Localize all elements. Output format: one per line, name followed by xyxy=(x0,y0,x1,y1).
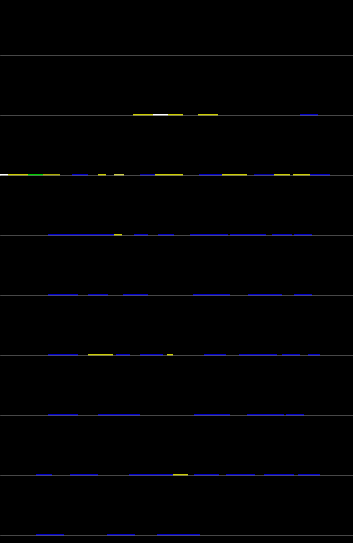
Bar xyxy=(293,174,310,176)
Bar xyxy=(114,234,122,236)
Bar xyxy=(155,174,167,176)
Bar xyxy=(43,174,60,176)
Bar xyxy=(48,234,72,236)
Bar xyxy=(193,294,230,296)
Bar xyxy=(36,534,64,536)
Bar xyxy=(157,534,200,536)
Bar xyxy=(310,174,330,176)
Bar xyxy=(204,354,226,356)
Bar xyxy=(254,174,274,176)
Bar xyxy=(274,174,290,176)
Bar xyxy=(168,114,183,116)
Bar xyxy=(129,474,173,476)
Bar xyxy=(264,474,294,476)
Bar xyxy=(222,174,247,176)
Bar xyxy=(153,114,168,116)
Bar xyxy=(48,414,78,416)
Bar xyxy=(308,354,320,356)
Bar xyxy=(28,174,43,176)
Bar xyxy=(72,174,88,176)
Bar xyxy=(123,294,148,296)
Bar xyxy=(72,234,114,236)
Bar xyxy=(198,114,218,116)
Bar xyxy=(167,354,173,356)
Bar xyxy=(190,234,228,236)
Bar xyxy=(98,414,140,416)
Bar xyxy=(294,234,312,236)
Bar xyxy=(70,474,98,476)
Bar xyxy=(300,114,318,116)
Bar xyxy=(133,114,153,116)
Bar xyxy=(226,474,255,476)
Bar xyxy=(230,234,266,236)
Bar xyxy=(134,234,148,236)
Bar xyxy=(272,234,292,236)
Bar xyxy=(98,174,106,176)
Bar xyxy=(194,414,230,416)
Bar xyxy=(158,234,174,236)
Bar xyxy=(8,174,28,176)
Bar xyxy=(294,294,312,296)
Bar xyxy=(239,354,277,356)
Bar xyxy=(116,354,130,356)
Bar xyxy=(88,294,108,296)
Bar xyxy=(48,354,78,356)
Bar xyxy=(167,174,183,176)
Bar xyxy=(107,534,135,536)
Bar xyxy=(282,354,300,356)
Bar xyxy=(48,294,78,296)
Bar xyxy=(0,174,8,176)
Bar xyxy=(140,174,155,176)
Bar xyxy=(199,174,222,176)
Bar xyxy=(286,414,304,416)
Bar xyxy=(140,354,163,356)
Bar xyxy=(298,474,320,476)
Bar xyxy=(173,474,188,476)
Bar xyxy=(88,354,113,356)
Bar xyxy=(194,474,219,476)
Bar xyxy=(36,474,52,476)
Bar xyxy=(114,174,124,176)
Bar xyxy=(248,294,282,296)
Bar xyxy=(247,414,284,416)
